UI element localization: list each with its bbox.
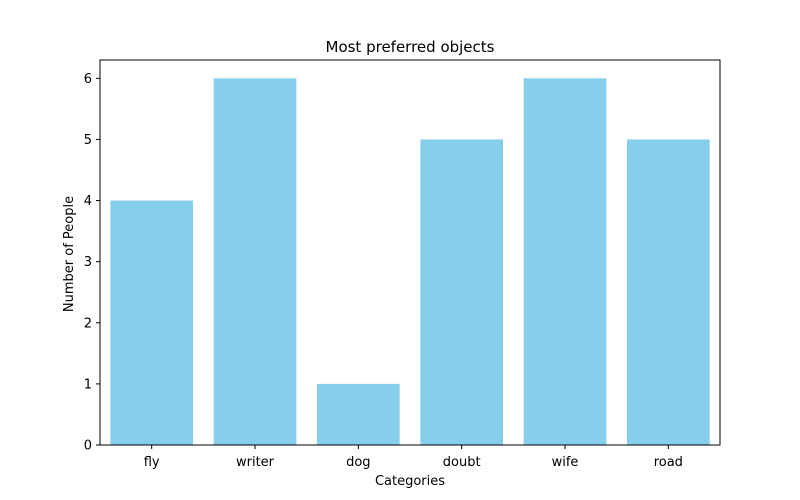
x-axis-label: Categories [375, 474, 445, 489]
y-tick-label: 4 [84, 194, 92, 209]
x-tick-label: writer [236, 455, 275, 470]
bar-fly [110, 200, 193, 445]
y-tick-label: 6 [84, 72, 92, 87]
y-tick-label: 0 [84, 439, 92, 454]
y-tick-label: 2 [84, 316, 92, 331]
x-tick-label: wife [552, 455, 579, 470]
plot-area: fly writer dog doubt wife road 0 1 2 3 4 5 6 [84, 59, 721, 470]
bar-dog [317, 383, 400, 445]
bar-writer [213, 78, 297, 445]
x-tick-label: dog [346, 455, 370, 470]
bar-wife [523, 78, 607, 445]
bar-doubt [420, 139, 503, 445]
y-tick-label: 1 [84, 377, 92, 392]
bar-road [627, 139, 710, 445]
y-tick-label: 3 [84, 255, 92, 270]
chart-title: Most preferred objects [326, 38, 495, 56]
x-tick-label: doubt [443, 455, 481, 470]
y-tick-label: 5 [84, 133, 92, 148]
axes-frame [99, 59, 721, 446]
x-tick-label: fly [144, 455, 160, 470]
x-tick-label: road [654, 455, 683, 470]
y-axis-label: Number of People [62, 196, 77, 312]
